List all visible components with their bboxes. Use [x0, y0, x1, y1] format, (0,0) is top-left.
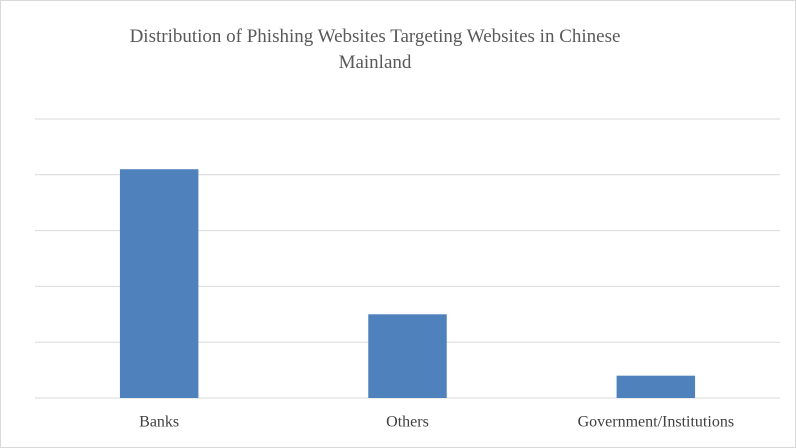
bar: [119, 169, 199, 398]
x-tick-label: Others: [386, 414, 429, 431]
chart-title: Distribution of Phishing Websites Target…: [129, 26, 621, 73]
x-tick-label: Banks: [139, 414, 179, 431]
bar: [616, 375, 696, 398]
bar: [368, 314, 447, 398]
x-tick-label: Government/Institutions: [578, 414, 734, 431]
